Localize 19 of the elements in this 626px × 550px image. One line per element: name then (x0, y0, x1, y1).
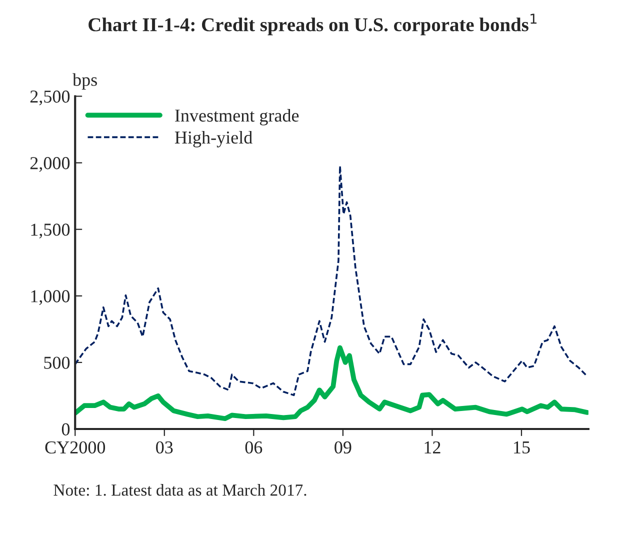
line-series (75, 165, 588, 396)
x-tick-label: CY2000 (45, 441, 106, 454)
line-series (75, 345, 588, 422)
x-tick-label: 15 (514, 441, 530, 454)
x-tick-label: 09 (334, 441, 352, 454)
y-tick-label: 2,000 (30, 157, 70, 172)
text: Note: 1. Latest data as at March 2017. (54, 484, 306, 496)
y-axis-title: bps (72, 73, 97, 90)
chart-title: Chart II-1-4: Credit spreads on U.S. corporate bonds$^{1}$ (88, 14, 537, 36)
y-tick-label: 500 (44, 356, 70, 369)
y-tick-label: 0 (62, 423, 70, 436)
y-tick-label: 2,500 (30, 90, 70, 106)
legend-label: High-yield (174, 130, 252, 148)
x-tick-label: 06 (245, 441, 262, 454)
y-tick-label: 1,500 (31, 224, 70, 238)
x-tick-label: 03 (156, 441, 173, 454)
y-tick-label: 1,000 (31, 290, 70, 305)
x-tick-label: 12 (424, 441, 440, 454)
legend-label: Investment grade (175, 109, 299, 126)
